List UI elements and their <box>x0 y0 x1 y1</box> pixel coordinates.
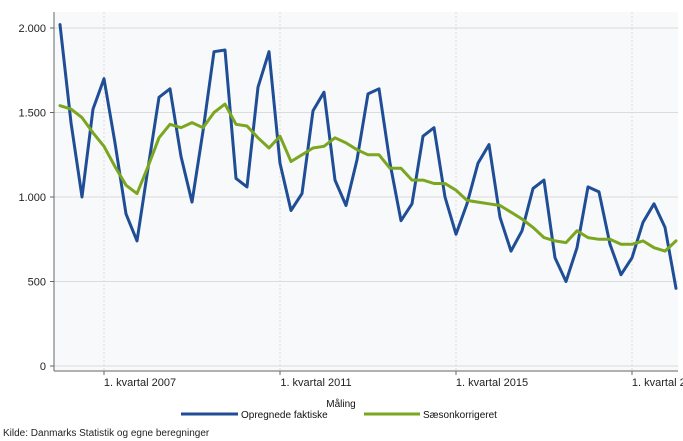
x-tick-label: 1. kvartal 2015 <box>456 377 528 389</box>
y-tick-label: 1.500 <box>18 108 46 120</box>
legend-title: Måling <box>326 398 355 410</box>
legend-label: Sæsonkorrigeret <box>423 410 497 421</box>
series-line-opregnede-faktiske <box>58 23 678 290</box>
y-tick-label: 1.000 <box>18 192 46 204</box>
x-tick-label: 1. kvartal 2011 <box>280 377 351 389</box>
x-tick-label: 1. kvartal 2019 <box>632 377 683 389</box>
y-tick-label: 500 <box>28 277 46 289</box>
x-tick-label: 1. kvartal 2007 <box>104 377 176 389</box>
series-line-saesonkorrigeret <box>58 102 678 253</box>
chart-source-note: Kilde: Danmarks Statistik og egne beregn… <box>3 428 210 439</box>
y-tick-label: 2.000 <box>18 23 46 35</box>
y-tick-label: 0 <box>40 361 46 373</box>
plot-area <box>54 12 678 371</box>
legend-label: Opregnede faktiske <box>241 410 328 421</box>
